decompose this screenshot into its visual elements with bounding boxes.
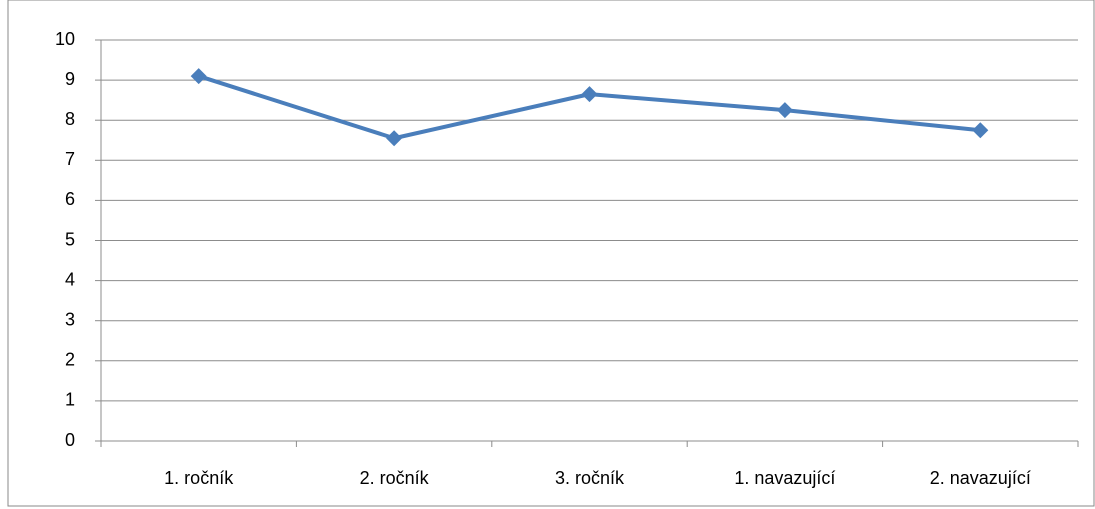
y-tick-label: 7 <box>65 149 75 169</box>
y-tick-label: 3 <box>65 309 75 329</box>
y-tick-label: 5 <box>65 229 75 249</box>
marker <box>581 86 598 103</box>
y-tick-label: 9 <box>65 69 75 89</box>
chart-frame <box>7 0 1095 507</box>
marker <box>776 102 793 119</box>
marker <box>386 130 403 147</box>
x-tick-label: 1. ročník <box>164 468 234 488</box>
y-tick-label: 6 <box>65 189 75 209</box>
y-tick-label: 2 <box>65 350 75 370</box>
y-tick-label: 4 <box>65 269 75 289</box>
x-tick-label: 1. navazující <box>734 468 835 488</box>
y-tick-label: 1 <box>65 390 75 410</box>
x-tick-label: 2. ročník <box>360 468 430 488</box>
marker <box>190 68 207 85</box>
x-tick-label: 3. ročník <box>555 468 625 488</box>
y-tick-label: 0 <box>65 430 75 450</box>
y-tick-label: 10 <box>55 29 75 49</box>
marker <box>972 122 989 139</box>
x-tick-label: 2. navazující <box>930 468 1031 488</box>
y-tick-label: 8 <box>65 109 75 129</box>
